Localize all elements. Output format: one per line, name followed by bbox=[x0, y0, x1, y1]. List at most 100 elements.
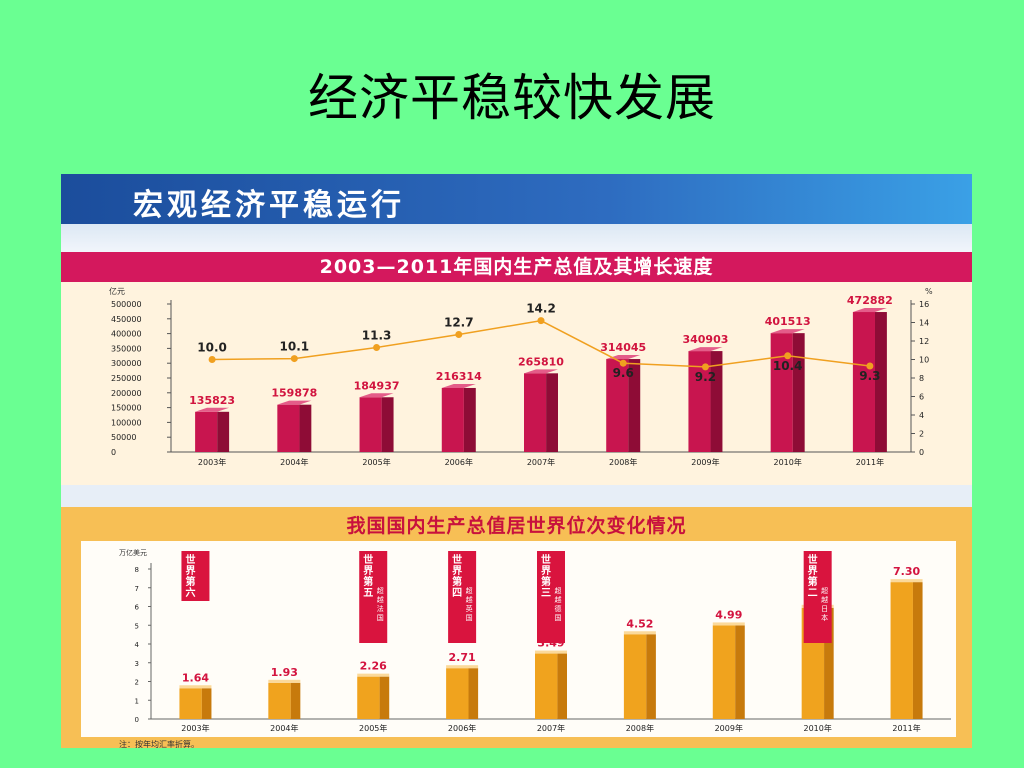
y2-tick-label: 16 bbox=[919, 300, 929, 309]
bar-side bbox=[468, 668, 479, 719]
y-tick-label: 200000 bbox=[111, 389, 142, 398]
bar-value-label: 401513 bbox=[765, 315, 811, 328]
rank-tag-char: 三 bbox=[541, 587, 551, 599]
bar-side bbox=[824, 607, 834, 719]
y2-tick-label: 12 bbox=[919, 337, 929, 346]
bar-top bbox=[441, 383, 476, 388]
world-rank-chart: 万亿美元 0 1 2 3 4 5 6 7 8 1.64 2003年 1.93 2004年 2.26 2005年… bbox=[119, 548, 951, 733]
bar-front bbox=[357, 676, 380, 719]
rank-tag-char: 界 bbox=[363, 565, 373, 577]
y-axis-label: 亿元 bbox=[109, 286, 125, 296]
rank-tag-sub-char: 超 bbox=[377, 586, 384, 595]
y-axis-label: 万亿美元 bbox=[119, 548, 147, 557]
rank-tag bbox=[803, 551, 832, 643]
rank-tag-char: 四 bbox=[452, 587, 462, 599]
growth-point bbox=[455, 331, 463, 339]
y-tick-label: 50000 bbox=[111, 433, 136, 442]
y-tick-label: 8 bbox=[135, 566, 139, 574]
rank-tag-char: 界 bbox=[452, 565, 462, 577]
rank-tag-char: 界 bbox=[185, 565, 195, 577]
slide-title: 经济平稳较快发展 bbox=[308, 69, 716, 127]
bar-side bbox=[546, 373, 558, 452]
bar-side bbox=[379, 676, 390, 719]
bar-value-label: 184937 bbox=[354, 379, 400, 392]
rank-tag-sub-char: 国 bbox=[555, 614, 562, 622]
bar-side bbox=[628, 359, 641, 452]
y-tick-label: 1 bbox=[135, 697, 139, 705]
world-rank-chart-title: 我国国内生产总值居世界位次变化情况 bbox=[346, 515, 687, 537]
rank-tag-char: 界 bbox=[541, 565, 551, 577]
bar-side bbox=[290, 682, 301, 719]
rank-tag-char: 世 bbox=[185, 553, 195, 566]
bar-value-label: 135823 bbox=[189, 394, 235, 407]
bar-side bbox=[463, 387, 476, 452]
rank-tag-char: 第 bbox=[363, 575, 373, 588]
bar-top bbox=[712, 622, 745, 626]
rank-tag-char: 六 bbox=[185, 586, 195, 599]
rank-tag-char: 第 bbox=[808, 575, 818, 588]
bar-front bbox=[623, 634, 647, 719]
bar-front bbox=[890, 582, 913, 719]
bar-value-label: 2.26 bbox=[360, 660, 387, 673]
bar-front bbox=[606, 359, 629, 452]
rank-tag-char: 世 bbox=[541, 553, 551, 566]
banner-title: 宏观经济平稳运行 bbox=[133, 188, 405, 223]
bar-value-label: 340903 bbox=[682, 333, 728, 346]
bar-front bbox=[441, 387, 464, 452]
bar-side bbox=[201, 688, 212, 719]
y-tick-label: 2 bbox=[135, 679, 139, 687]
rank-tag-sub-char: 国 bbox=[466, 614, 473, 622]
banner-gap bbox=[61, 224, 972, 252]
bar-front bbox=[535, 653, 558, 719]
growth-value-label: 11.3 bbox=[362, 328, 392, 342]
rank-tag bbox=[537, 551, 565, 643]
y-tick-label: 150000 bbox=[111, 404, 142, 413]
bar-value-label: 1.93 bbox=[271, 666, 298, 679]
y2-tick-label: 6 bbox=[919, 393, 924, 402]
y-tick-label: 250000 bbox=[111, 374, 142, 383]
bar-value-label: 2.71 bbox=[449, 651, 476, 664]
x-tick-label: 2005年 bbox=[362, 457, 390, 467]
bar-side bbox=[557, 653, 567, 719]
rank-tag-char: 第 bbox=[185, 575, 195, 588]
growth-value-label: 9.3 bbox=[859, 369, 880, 383]
rank-tag-sub-char: 超 bbox=[821, 586, 828, 595]
y-tick-label: 0 bbox=[111, 448, 116, 457]
rank-tag-char: 第 bbox=[541, 575, 551, 588]
rank-tag-char: 第 bbox=[452, 575, 462, 588]
bar-value-label: 314045 bbox=[600, 341, 646, 354]
bar-top bbox=[359, 393, 394, 398]
bar-top bbox=[524, 369, 558, 374]
y-tick-label: 7 bbox=[135, 585, 139, 593]
rank-tag bbox=[359, 551, 388, 643]
y2-tick-label: 8 bbox=[919, 374, 924, 383]
rank-tag-char: 二 bbox=[808, 587, 818, 599]
bar-front bbox=[712, 625, 736, 719]
y-tick-label: 6 bbox=[135, 604, 140, 612]
bar-side bbox=[710, 351, 723, 452]
bar-side bbox=[299, 404, 312, 452]
rank-tag-sub-char: 超 bbox=[466, 586, 473, 595]
infographic-panel: 宏观经济平稳运行 2003—2011年国内生产总值及其增长速度 亿元% 0 5000… bbox=[61, 174, 972, 748]
x-tick-label: 2011年 bbox=[856, 457, 884, 467]
y2-tick-label: 4 bbox=[919, 411, 924, 420]
y-tick-label: 0 bbox=[135, 716, 139, 724]
rank-tag-sub-char: 越 bbox=[377, 595, 384, 604]
bar-value-label: 4.99 bbox=[715, 608, 742, 621]
bar-value-label: 1.64 bbox=[182, 671, 209, 684]
bar-top bbox=[688, 347, 723, 352]
bar-top bbox=[535, 650, 567, 654]
rank-tag-sub-char: 国 bbox=[377, 614, 384, 622]
y-tick-label: 4 bbox=[135, 641, 140, 649]
growth-point bbox=[290, 355, 298, 363]
x-tick-label: 2008年 bbox=[609, 457, 637, 467]
bar-value-label: 159878 bbox=[271, 387, 317, 400]
bar-front bbox=[359, 397, 382, 452]
bar-top bbox=[623, 631, 656, 635]
bar-side bbox=[912, 582, 923, 719]
bar-value-label: 7.30 bbox=[893, 565, 920, 578]
rank-tag-sub-char: 德 bbox=[555, 604, 562, 613]
growth-value-label: 10.0 bbox=[197, 341, 227, 355]
chart-note: 注：按年均汇率折算。 bbox=[119, 740, 199, 748]
bar-front bbox=[524, 373, 547, 452]
